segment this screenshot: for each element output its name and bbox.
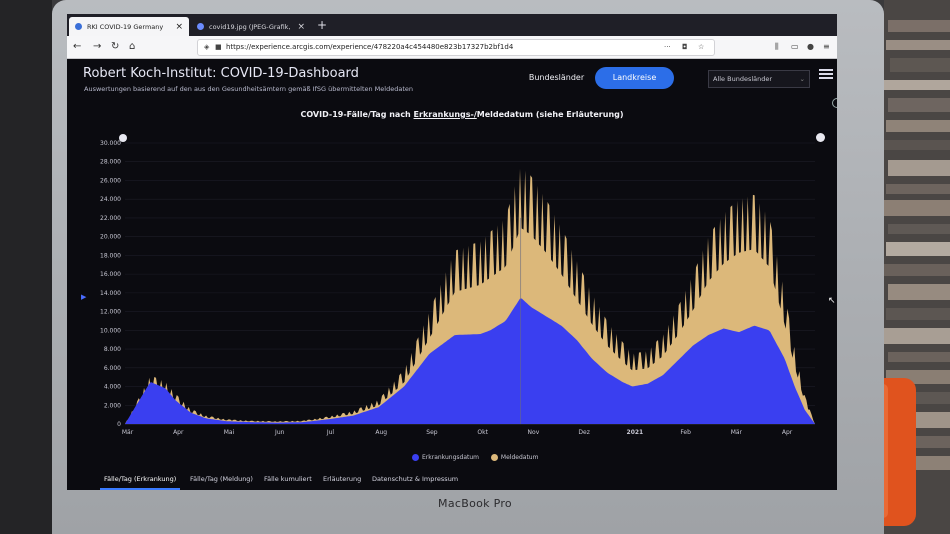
y-tick-label: 8.000 <box>104 346 121 353</box>
url-text: https://experience.arcgis.com/experience… <box>226 43 514 51</box>
close-tab-icon[interactable]: × <box>175 21 183 32</box>
tab-datenschutz[interactable]: Datenschutz & Impressum <box>372 475 459 483</box>
chart-title-suffix: Meldedatum (siehe Erläuterung) <box>476 110 624 119</box>
bookmark-star-icon[interactable]: ☆ <box>698 43 705 51</box>
legend-label: Erkrankungsdatum <box>422 454 479 461</box>
x-tick-label: Apr <box>782 429 793 436</box>
account-icon[interactable]: ● <box>807 42 814 51</box>
browser-tab-image[interactable]: covid19.jpg (JPEG-Grafik, 12 × <box>191 17 311 36</box>
collapse-arrow-icon[interactable]: ▶ <box>81 293 87 301</box>
chevron-down-icon: ⌄ <box>799 75 805 83</box>
reload-button[interactable]: ↻ <box>111 41 120 52</box>
close-tab-icon[interactable]: × <box>297 21 305 32</box>
laptop-brand-label: MacBook Pro <box>438 497 512 510</box>
address-bar[interactable]: ◈ ■ https://experience.arcgis.com/experi… <box>197 39 715 56</box>
x-tick-label: Feb <box>680 429 691 436</box>
tab-faelle-erkrankung[interactable]: Fälle/Tag (Erkrankung) <box>100 472 181 490</box>
x-tick-label: Mär <box>122 429 134 436</box>
browser-tab-rki[interactable]: RKI COVID-19 Germany × <box>69 17 189 36</box>
browser-tab-bar: RKI COVID-19 Germany × covid19.jpg (JPEG… <box>67 14 837 36</box>
expand-icon[interactable] <box>832 98 837 108</box>
legend-swatch <box>490 454 498 461</box>
bundeslaender-button[interactable]: Bundesländer <box>528 73 585 82</box>
y-tick-label: 22.000 <box>100 215 121 222</box>
forward-button[interactable]: → <box>93 41 102 52</box>
library-icon[interactable]: ⫼ <box>775 42 779 51</box>
lock-icon: ■ <box>215 43 222 51</box>
legend-swatch <box>412 454 419 461</box>
tab-erlaeuterung[interactable]: Erläuterung <box>323 475 362 483</box>
y-tick-label: 28.000 <box>100 159 121 166</box>
x-tick-label: 2021 <box>627 429 644 436</box>
x-tick-label: Sep <box>426 429 438 436</box>
browser-nav-bar: ← → ↻ ⌂ ◈ ■ https://experience.arcgis.co… <box>67 36 837 59</box>
y-tick-label: 20.000 <box>100 234 121 241</box>
mouse-cursor-icon: ↖ <box>828 296 836 306</box>
legend-item-meldung[interactable]: Meldedatum <box>490 454 539 461</box>
y-tick-label: 10.000 <box>100 327 121 334</box>
bundesland-select[interactable]: Alle Bundesländer ⌄ <box>708 70 810 88</box>
new-tab-button[interactable]: + <box>317 18 328 32</box>
x-tick-label: Nov <box>528 429 540 436</box>
legend-label: Meldedatum <box>500 454 539 461</box>
y-tick-label: 14.000 <box>100 290 121 297</box>
home-button[interactable]: ⌂ <box>129 41 136 52</box>
tab-faelle-meldung[interactable]: Fälle/Tag (Meldung) <box>190 475 253 483</box>
x-tick-label: Jun <box>274 429 285 436</box>
series-erkrankungsdatum <box>125 298 815 424</box>
chart-legend: Erkrankungsdatum Meldedatum <box>412 454 548 463</box>
x-tick-label: Aug <box>375 429 387 436</box>
y-tick-label: 2.000 <box>104 402 121 409</box>
y-tick-label: 30.000 <box>100 140 121 147</box>
hamburger-menu-icon[interactable] <box>819 67 833 81</box>
chart-title: COVID-19-Fälle/Tag nach Erkrankungs-/Mel… <box>67 110 837 119</box>
tab-title: covid19.jpg (JPEG-Grafik, 12 <box>209 22 291 31</box>
chart-title-prefix: COVID-19-Fälle/Tag nach <box>300 110 414 119</box>
y-tick-label: 6.000 <box>104 365 121 372</box>
legend-item-erkrankung[interactable]: Erkrankungsdatum <box>412 454 479 461</box>
range-handle-left[interactable] <box>119 134 127 142</box>
sidebar-icon[interactable]: ▭ <box>791 42 799 51</box>
landkreise-button[interactable]: Landkreise <box>595 67 674 89</box>
shield-icon: ◈ <box>204 43 210 51</box>
y-tick-label: 0 <box>117 421 121 428</box>
arcgis-favicon-icon <box>75 23 82 30</box>
y-tick-label: 18.000 <box>100 252 121 259</box>
y-tick-label: 24.000 <box>100 196 121 203</box>
y-tick-label: 26.000 <box>100 177 121 184</box>
y-tick-label: 12.000 <box>100 309 121 316</box>
pocket-icon[interactable]: ◘ <box>682 43 688 51</box>
tab-title: RKI COVID-19 Germany <box>87 22 164 31</box>
menu-icon[interactable]: ≡ <box>823 42 830 51</box>
globe-favicon-icon <box>197 23 204 30</box>
chart-title-link[interactable]: Erkrankungs-/ <box>413 110 477 119</box>
series-meldedatum <box>125 168 815 424</box>
page-title: Robert Koch-Institut: COVID-19-Dashboard <box>83 66 359 81</box>
cases-chart: 0 2.000 4.000 6.000 8.000 10.000 12.000 14.000 1… <box>100 140 815 436</box>
y-tick-label: 16.000 <box>100 271 121 278</box>
back-button[interactable]: ← <box>73 41 82 52</box>
tab-faelle-kumuliert[interactable]: Fälle kumuliert <box>264 475 312 483</box>
more-actions-icon[interactable]: ··· <box>664 43 671 51</box>
dashboard-page: Robert Koch-Institut: COVID-19-Dashboard… <box>67 59 837 490</box>
x-tick-label: Mai <box>224 429 235 436</box>
range-handle-right[interactable] <box>816 133 825 142</box>
y-tick-label: 4.000 <box>104 384 121 391</box>
select-value: Alle Bundesländer <box>713 75 773 83</box>
x-tick-label: Dez <box>578 429 589 436</box>
x-tick-label: Mär <box>731 429 743 436</box>
page-subtitle: Auswertungen basierend auf den aus den G… <box>84 85 413 93</box>
x-tick-label: Jul <box>326 429 335 436</box>
x-tick-label: Okt <box>477 429 488 436</box>
laptop-screen: RKI COVID-19 Germany × covid19.jpg (JPEG… <box>67 14 837 490</box>
x-tick-label: Apr <box>173 429 184 436</box>
stacked-books <box>884 20 950 470</box>
